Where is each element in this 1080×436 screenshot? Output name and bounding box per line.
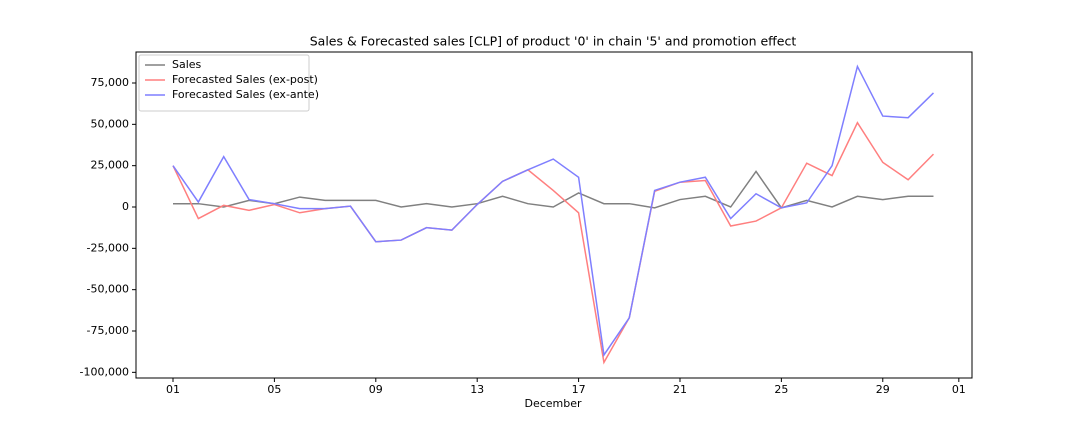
- legend-label: Sales: [172, 58, 202, 71]
- legend-label: Forecasted Sales (ex-post): [172, 73, 318, 86]
- x-tick-label: 29: [876, 383, 890, 396]
- y-tick-label: -75,000: [87, 324, 129, 337]
- x-tick-label: 17: [572, 383, 586, 396]
- y-tick-label: -25,000: [87, 241, 129, 254]
- plot-frame: [135, 51, 973, 379]
- x-tick-label: 05: [267, 383, 281, 396]
- y-tick-label: 0: [122, 200, 129, 213]
- y-tick-label: 75,000: [91, 76, 130, 89]
- series-line: [172, 64, 934, 357]
- legend-box: [138, 54, 310, 112]
- series-line: [173, 170, 934, 209]
- y-tick-label: 25,000: [91, 159, 130, 172]
- x-tick-label: 01: [166, 383, 180, 396]
- y-tick-label: 50,000: [91, 117, 130, 130]
- x-tick-label: 13: [470, 383, 484, 396]
- x-tick-label: 01: [952, 383, 966, 396]
- y-tick-label: -50,000: [87, 283, 129, 296]
- y-tick-label: -100,000: [80, 365, 129, 378]
- x-tick-label: 25: [774, 383, 788, 396]
- legend-label: Forecasted Sales (ex-ante): [172, 88, 319, 101]
- series-line: [172, 121, 935, 365]
- chart-title: Sales & Forecasted sales [CLP] of produc…: [310, 34, 797, 49]
- x-tick-label: 09: [369, 383, 383, 396]
- x-tick-label: 21: [673, 383, 687, 396]
- x-axis-label: December: [524, 397, 582, 410]
